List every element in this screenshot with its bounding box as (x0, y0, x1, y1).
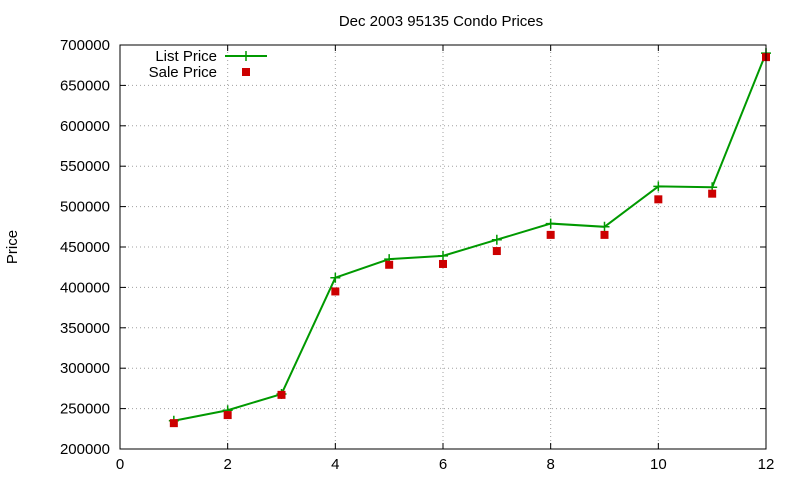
axis-ticks: 200000 250000 300000 350000 400000 450000 5000… (60, 37, 774, 473)
sale-price-point (331, 287, 340, 296)
list-price-point (438, 250, 448, 261)
y-tick-label: 400000 (60, 279, 110, 296)
chart-title: Dec 2003 95135 Condo Prices (339, 13, 543, 30)
grid-lines (120, 45, 766, 449)
y-tick-label: 450000 (60, 239, 110, 256)
x-tick-label: 10 (650, 456, 667, 473)
x-tick-label: 4 (331, 456, 339, 473)
sale-price-point (708, 189, 717, 198)
y-tick-label: 700000 (60, 37, 110, 54)
legend-label-list-price: List Price (155, 48, 217, 65)
sale-price-point (546, 230, 555, 239)
sale-price-point (223, 411, 232, 420)
y-tick-label: 550000 (60, 158, 110, 175)
sale-price-point (439, 259, 447, 268)
x-tick-label: 0 (116, 456, 124, 473)
y-tick-label: 250000 (60, 401, 110, 418)
list-price-point (545, 218, 556, 229)
list-price-point (330, 272, 341, 283)
y-tick-label: 350000 (60, 320, 110, 337)
sale-price-point (277, 390, 286, 399)
list-price-line (173, 52, 767, 422)
sale-price-point (654, 195, 663, 204)
legend-marker-sale-price (242, 68, 250, 76)
legend-label-sale-price: Sale Price (149, 64, 217, 81)
sale-price-point (385, 260, 394, 269)
series-list-price (168, 48, 771, 426)
y-tick-label: 300000 (60, 360, 110, 377)
sale-price-point (169, 419, 178, 428)
series-sale-price (169, 53, 770, 428)
y-tick-label: 650000 (60, 77, 110, 94)
plot-area (168, 48, 771, 428)
x-tick-label: 6 (439, 456, 447, 473)
list-price-point (491, 234, 502, 245)
sale-price-point (492, 247, 501, 256)
plot-frame (119, 44, 767, 450)
y-tick-label: 500000 (60, 199, 110, 216)
y-tick-label: 200000 (60, 441, 110, 458)
x-tick-label: 12 (758, 456, 775, 473)
x-tick-label: 8 (546, 456, 554, 473)
x-tick-label: 2 (223, 456, 231, 473)
sale-price-point (600, 230, 609, 239)
list-price-point (599, 221, 610, 232)
y-axis-label: Price (4, 230, 21, 264)
legend-marker-list-price (241, 51, 251, 61)
y-tick-label: 600000 (60, 118, 110, 135)
list-price-point (653, 181, 664, 192)
